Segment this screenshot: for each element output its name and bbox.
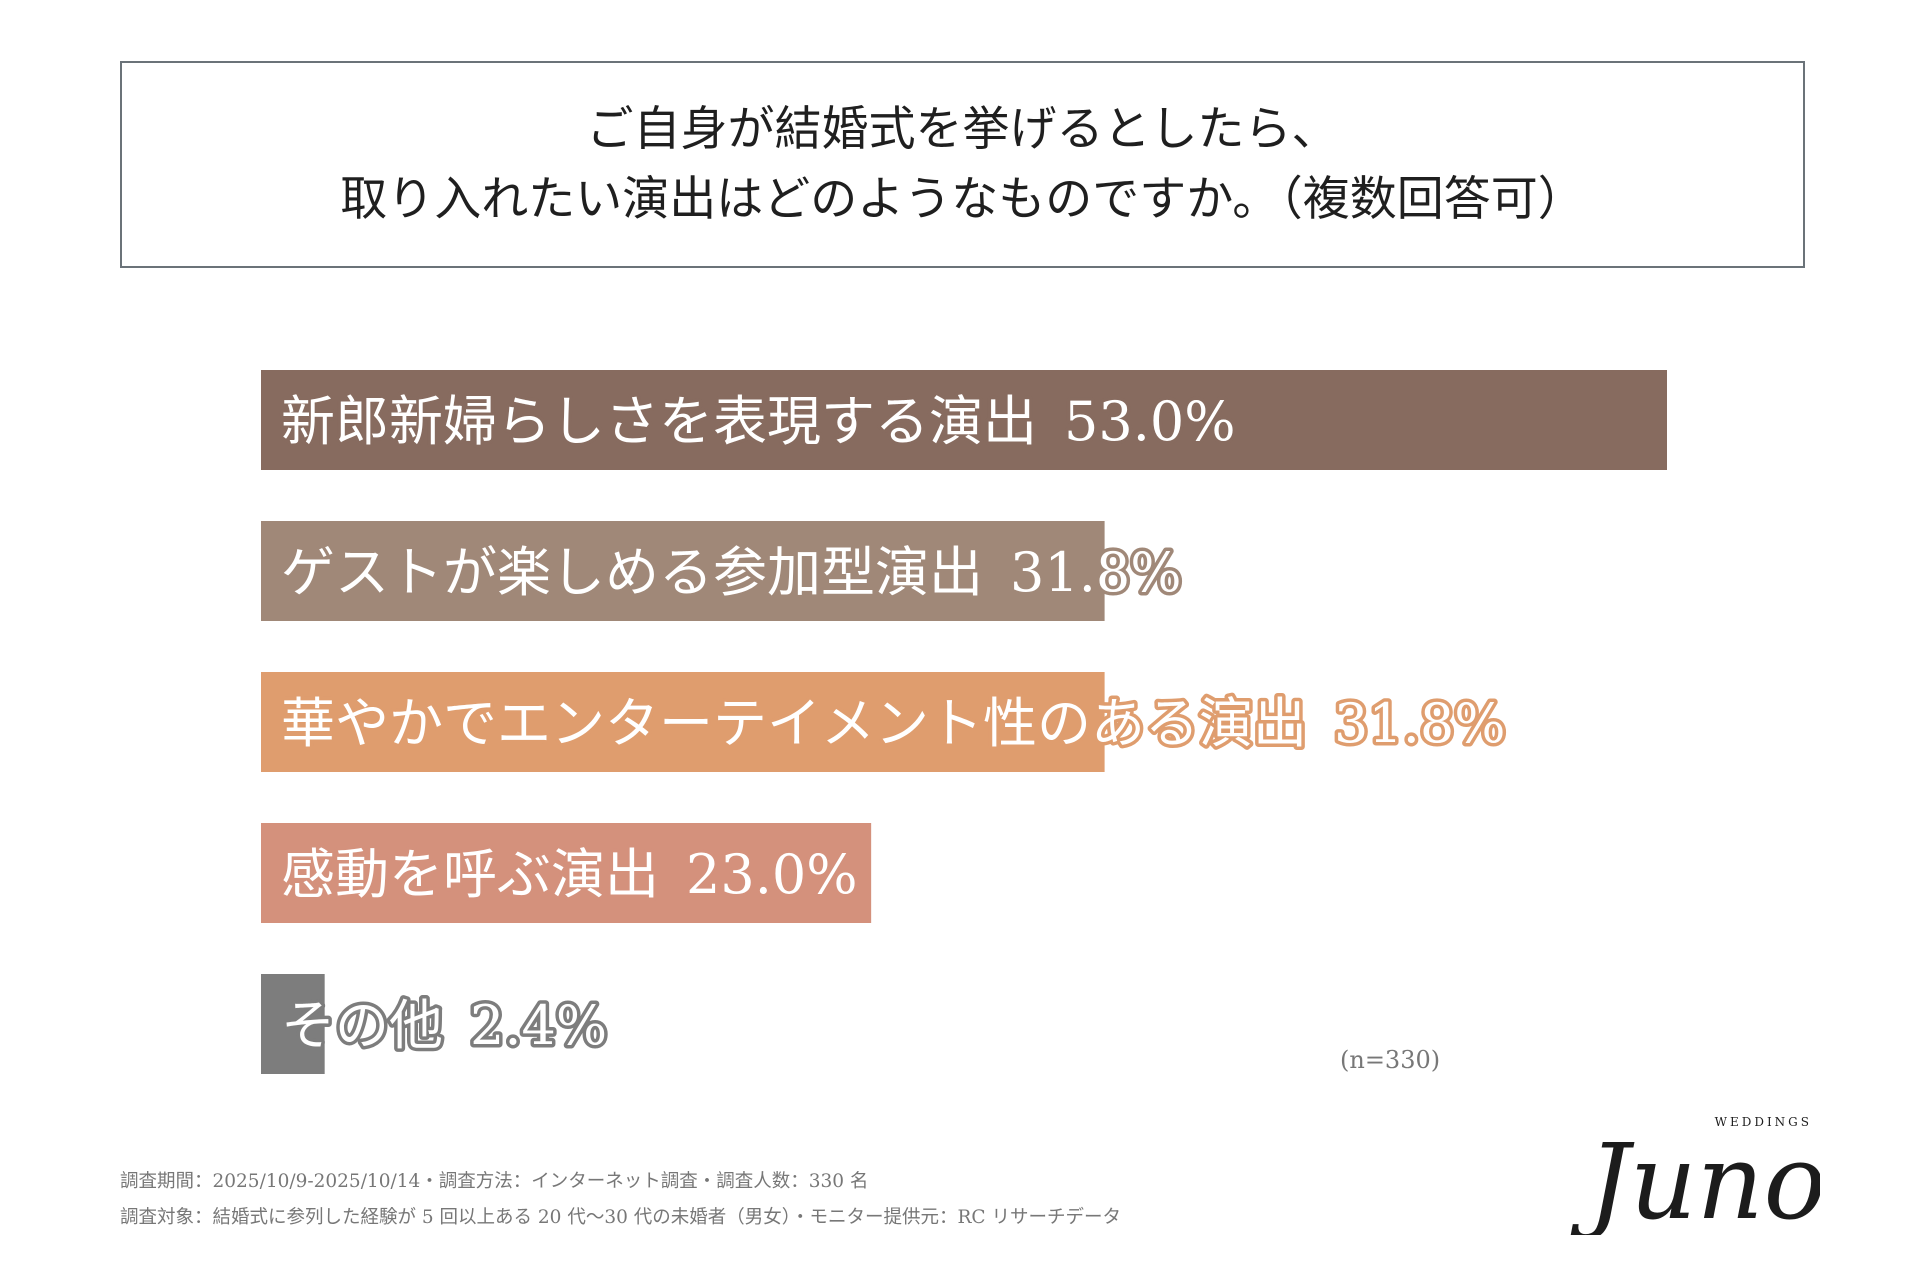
chart-title-box: ご自身が結婚式を挙げるとしたら、 取り入れたい演出はどのようなものですか。（複数… bbox=[120, 61, 1805, 268]
bar-label-4: 感動を呼ぶ演出 23.0% bbox=[281, 843, 858, 906]
brand-logo-tagline: WEDDINGS bbox=[1715, 1115, 1812, 1129]
survey-footnote-target: 調査対象：結婚式に参列した経験が 5 回以上ある 20 代～30 代の未婚者（男… bbox=[120, 1207, 1121, 1228]
bar-3 bbox=[261, 672, 1105, 772]
value-label-4: 23.0% bbox=[659, 843, 858, 906]
category-label-5: その他 bbox=[281, 994, 443, 1057]
value-label-2: 31.8% bbox=[983, 541, 1182, 604]
bar-1 bbox=[261, 370, 1667, 470]
category-label-3: 華やかでエンターテイメント性のある演出 bbox=[281, 692, 1307, 755]
bar-5 bbox=[261, 974, 325, 1074]
bar-label-1: 新郎新婦らしさを表現する演出 53.0% bbox=[281, 390, 1236, 453]
value-label-1: 53.0% bbox=[1037, 390, 1236, 453]
value-label-5: 2.4% bbox=[443, 994, 607, 1057]
category-label-4: 感動を呼ぶ演出 bbox=[281, 843, 659, 906]
chart-title-line-1: ご自身が結婚式を挙げるとしたら、 bbox=[586, 101, 1339, 157]
value-label-3: 31.8% bbox=[1307, 692, 1506, 755]
brand-logo: WEDDINGS Juno bbox=[1570, 1115, 1820, 1235]
category-label-2: ゲストが楽しめる参加型演出 bbox=[281, 541, 983, 604]
survey-footnote-period: 調査期間：2025/10/9-2025/10/14・調査方法：インターネット調査… bbox=[120, 1171, 869, 1192]
brand-logo-wordmark: Juno bbox=[1570, 1121, 1820, 1235]
category-label-1: 新郎新婦らしさを表現する演出 bbox=[281, 390, 1037, 453]
bar-2 bbox=[261, 521, 1105, 621]
chart-title-line-2: 取り入れたい演出はどのようなものですか。（複数回答可） bbox=[340, 171, 1585, 227]
bar-label-3: 華やかでエンターテイメント性のある演出 31.8% bbox=[281, 692, 1506, 755]
bar-label-5: その他 2.4% bbox=[281, 994, 607, 1057]
bar-label-2: ゲストが楽しめる参加型演出 31.8% bbox=[281, 541, 1182, 604]
bar-4 bbox=[261, 823, 872, 923]
sample-size-note: (n=330) bbox=[1340, 1046, 1441, 1074]
